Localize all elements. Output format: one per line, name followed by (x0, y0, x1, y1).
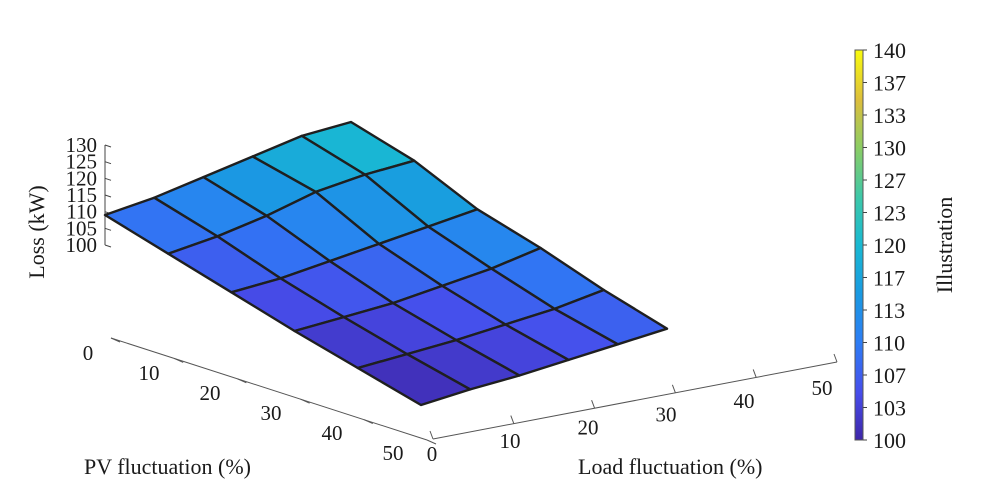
z-tick-label: 125 (66, 150, 98, 174)
y-tick-mark (752, 369, 757, 378)
colorbar-tick-label: 117 (873, 266, 905, 291)
y-tick-mark (429, 430, 434, 440)
x-tick-label: 20 (200, 381, 221, 405)
z-tick-label: 120 (66, 166, 98, 190)
x-tick-mark (173, 357, 184, 363)
z-tick-mark (104, 244, 112, 248)
x-tick-mark (363, 419, 374, 425)
x-tick-label: 10 (139, 361, 160, 385)
colorbar: 100 103 107 110 113 117 120 123 127 130 133 137 140 (854, 38, 906, 453)
z-tick-mark (104, 227, 112, 231)
y-tick-label: 20 (578, 416, 599, 440)
colorbar-tick-label: 110 (873, 331, 905, 356)
z-axis-label: Loss (kW) (24, 185, 49, 278)
colorbar-tick-label: 127 (873, 168, 906, 193)
x-axis-line (110, 337, 428, 441)
colorbar-tick-label: 107 (873, 363, 906, 388)
colorbar-scale (854, 49, 864, 441)
y-tick-mark (833, 353, 838, 363)
y-tick-mark (591, 400, 596, 409)
y-tick-label: 50 (812, 376, 833, 400)
y-axis-line (432, 361, 838, 440)
y-tick-label: 30 (656, 402, 677, 426)
colorbar-tick-label: 103 (873, 396, 906, 421)
x-tick-mark (426, 439, 437, 445)
y-tick-mark (510, 415, 515, 424)
z-tick-mark (104, 144, 112, 148)
z-tick-label: 100 (66, 233, 98, 257)
surface-patch (356, 352, 472, 407)
x-tick-mark (237, 378, 247, 384)
x-tick-label: 50 (383, 441, 404, 465)
y-tick-label: 10 (500, 429, 521, 453)
z-tick-label: 115 (66, 183, 97, 207)
x-axis-label: PV fluctuation (%) (84, 454, 251, 479)
z-tick-label: 130 (66, 133, 98, 157)
surface (103, 120, 669, 407)
x-tick-label: 0 (83, 341, 94, 365)
z-tick-mark (104, 194, 112, 198)
colorbar-tick-label: 137 (873, 71, 906, 96)
colorbar-tick-label: 100 (873, 428, 906, 453)
colorbar-label: Illustration (932, 197, 957, 294)
x-tick-label: 40 (322, 421, 343, 445)
colorbar-tick-label: 140 (873, 38, 906, 63)
y-tick-label: 0 (427, 442, 438, 466)
x-tick-mark (110, 337, 121, 343)
colorbar-tick-label: 120 (873, 233, 906, 258)
y-axis-label: Load fluctuation (%) (578, 454, 763, 479)
x-tick-mark (300, 398, 310, 404)
z-tick-label: 105 (66, 216, 98, 240)
colorbar-tick-label: 113 (873, 298, 905, 323)
colorbar-tick-label: 123 (873, 201, 906, 226)
z-tick-mark (104, 161, 112, 165)
colorbar-tick-label: 133 (873, 103, 906, 128)
y-tick-mark (671, 384, 676, 393)
x-tick-label: 30 (261, 401, 282, 425)
y-tick-label: 40 (734, 389, 755, 413)
z-tick-mark (104, 177, 112, 181)
z-tick-label: 110 (66, 200, 97, 224)
colorbar-tick-label: 130 (873, 136, 906, 161)
